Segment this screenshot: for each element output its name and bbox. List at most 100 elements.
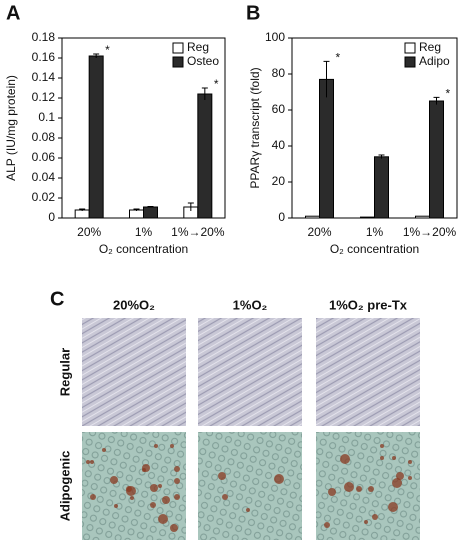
row-label: Regular [57, 348, 72, 396]
micrograph [198, 432, 302, 540]
error-bar [378, 154, 385, 159]
significance-marker: * [214, 77, 219, 91]
legend-label: Adipo [419, 54, 450, 68]
lipid-droplet [158, 514, 168, 524]
x-tick-label: 20% [77, 225, 101, 239]
lipid-droplet [110, 476, 118, 484]
error-bar [323, 60, 330, 98]
bar [143, 206, 158, 219]
column-header: 1%O₂ pre-Tx [329, 297, 408, 312]
lipid-droplet [150, 484, 158, 492]
x-tick-label: 1% [366, 225, 384, 239]
lipid-droplet [86, 460, 90, 464]
lipid-droplet [324, 522, 330, 528]
lipid-droplet [380, 456, 384, 460]
lipid-droplet [340, 454, 350, 464]
lipid-droplet [126, 486, 136, 496]
lipid-droplet [130, 496, 134, 500]
bar [319, 78, 334, 219]
column-header: 20%O₂ [113, 297, 155, 312]
y-tick-label: 0.06 [32, 150, 56, 164]
lipid-droplet [222, 494, 228, 500]
y-tick-label: 0.02 [32, 190, 56, 204]
lipid-droplet [380, 444, 384, 448]
y-axis-label: PPARγ transcript (fold) [248, 67, 262, 188]
x-axis-label: O₂ concentration [330, 242, 419, 256]
error-bar [147, 206, 154, 208]
lipid-droplet [328, 488, 336, 496]
bar [429, 100, 444, 219]
error-bar [133, 208, 140, 211]
legend-swatch [172, 42, 184, 54]
y-tick-label: 60 [272, 102, 286, 116]
y-axis-label: ALP (IU/mg protein) [4, 75, 18, 181]
y-tick-label: 0 [48, 210, 55, 224]
lipid-droplet [102, 448, 106, 452]
error-bar [79, 208, 86, 211]
lipid-droplet [90, 494, 96, 500]
y-tick-label: 0.04 [32, 170, 56, 184]
lipid-droplet [246, 508, 250, 512]
lipid-droplet [142, 464, 150, 472]
significance-marker: * [105, 43, 110, 57]
y-tick-label: 40 [272, 138, 286, 152]
error-bar [433, 96, 440, 105]
micrograph [82, 318, 186, 426]
bar [360, 216, 375, 219]
y-tick-label: 100 [265, 30, 285, 44]
bar [415, 215, 430, 219]
lipid-droplet [274, 474, 284, 484]
y-tick-label: 0.08 [32, 130, 56, 144]
lipid-droplet [174, 478, 180, 484]
y-tick-label: 20 [272, 174, 286, 188]
error-bar [187, 202, 194, 211]
lipid-droplet [364, 520, 368, 524]
lipid-droplet [372, 514, 378, 520]
y-tick-label: 0.1 [38, 110, 55, 124]
bar [74, 209, 90, 219]
y-tick-label: 0.12 [32, 90, 56, 104]
lipid-droplet [170, 524, 178, 532]
lipid-droplet [162, 496, 170, 504]
panel-label: B [246, 2, 260, 24]
lipid-droplet [344, 482, 354, 492]
error-bar [201, 87, 208, 100]
panel-label: A [6, 2, 20, 24]
lipid-droplet [90, 460, 94, 464]
legend-label: Reg [187, 40, 209, 54]
legend-label: Osteo [187, 54, 219, 68]
y-tick-label: 0.16 [32, 50, 56, 64]
significance-marker: * [336, 51, 341, 65]
y-tick-label: 0.14 [32, 70, 56, 84]
x-tick-label: 1%→20% [171, 225, 225, 239]
lipid-droplet [174, 494, 180, 500]
x-axis-label: O₂ concentration [99, 242, 188, 256]
micrograph [316, 318, 420, 426]
legend-swatch [404, 56, 416, 68]
lipid-droplet [408, 476, 412, 480]
bar [197, 93, 213, 219]
micrograph [316, 432, 420, 540]
lipid-droplet [392, 478, 402, 488]
error-bar [93, 53, 100, 58]
micrograph [198, 318, 302, 426]
column-header: 1%O₂ [233, 297, 268, 312]
lipid-droplet [408, 460, 412, 464]
panel-label: C [50, 288, 64, 310]
micrograph [82, 432, 186, 540]
legend-swatch [404, 42, 416, 54]
x-tick-label: 1% [135, 225, 153, 239]
row-label: Adipogenic [57, 451, 72, 522]
bar [305, 215, 320, 219]
lipid-droplet [150, 502, 156, 508]
lipid-droplet [154, 444, 158, 448]
lipid-droplet [396, 472, 404, 480]
y-tick-label: 0 [278, 210, 285, 224]
lipid-droplet [170, 444, 174, 448]
y-tick-label: 80 [272, 66, 286, 80]
legend-label: Reg [419, 40, 441, 54]
y-tick-label: 0.18 [32, 30, 56, 44]
lipid-droplet [392, 456, 396, 460]
x-tick-label: 20% [307, 225, 331, 239]
